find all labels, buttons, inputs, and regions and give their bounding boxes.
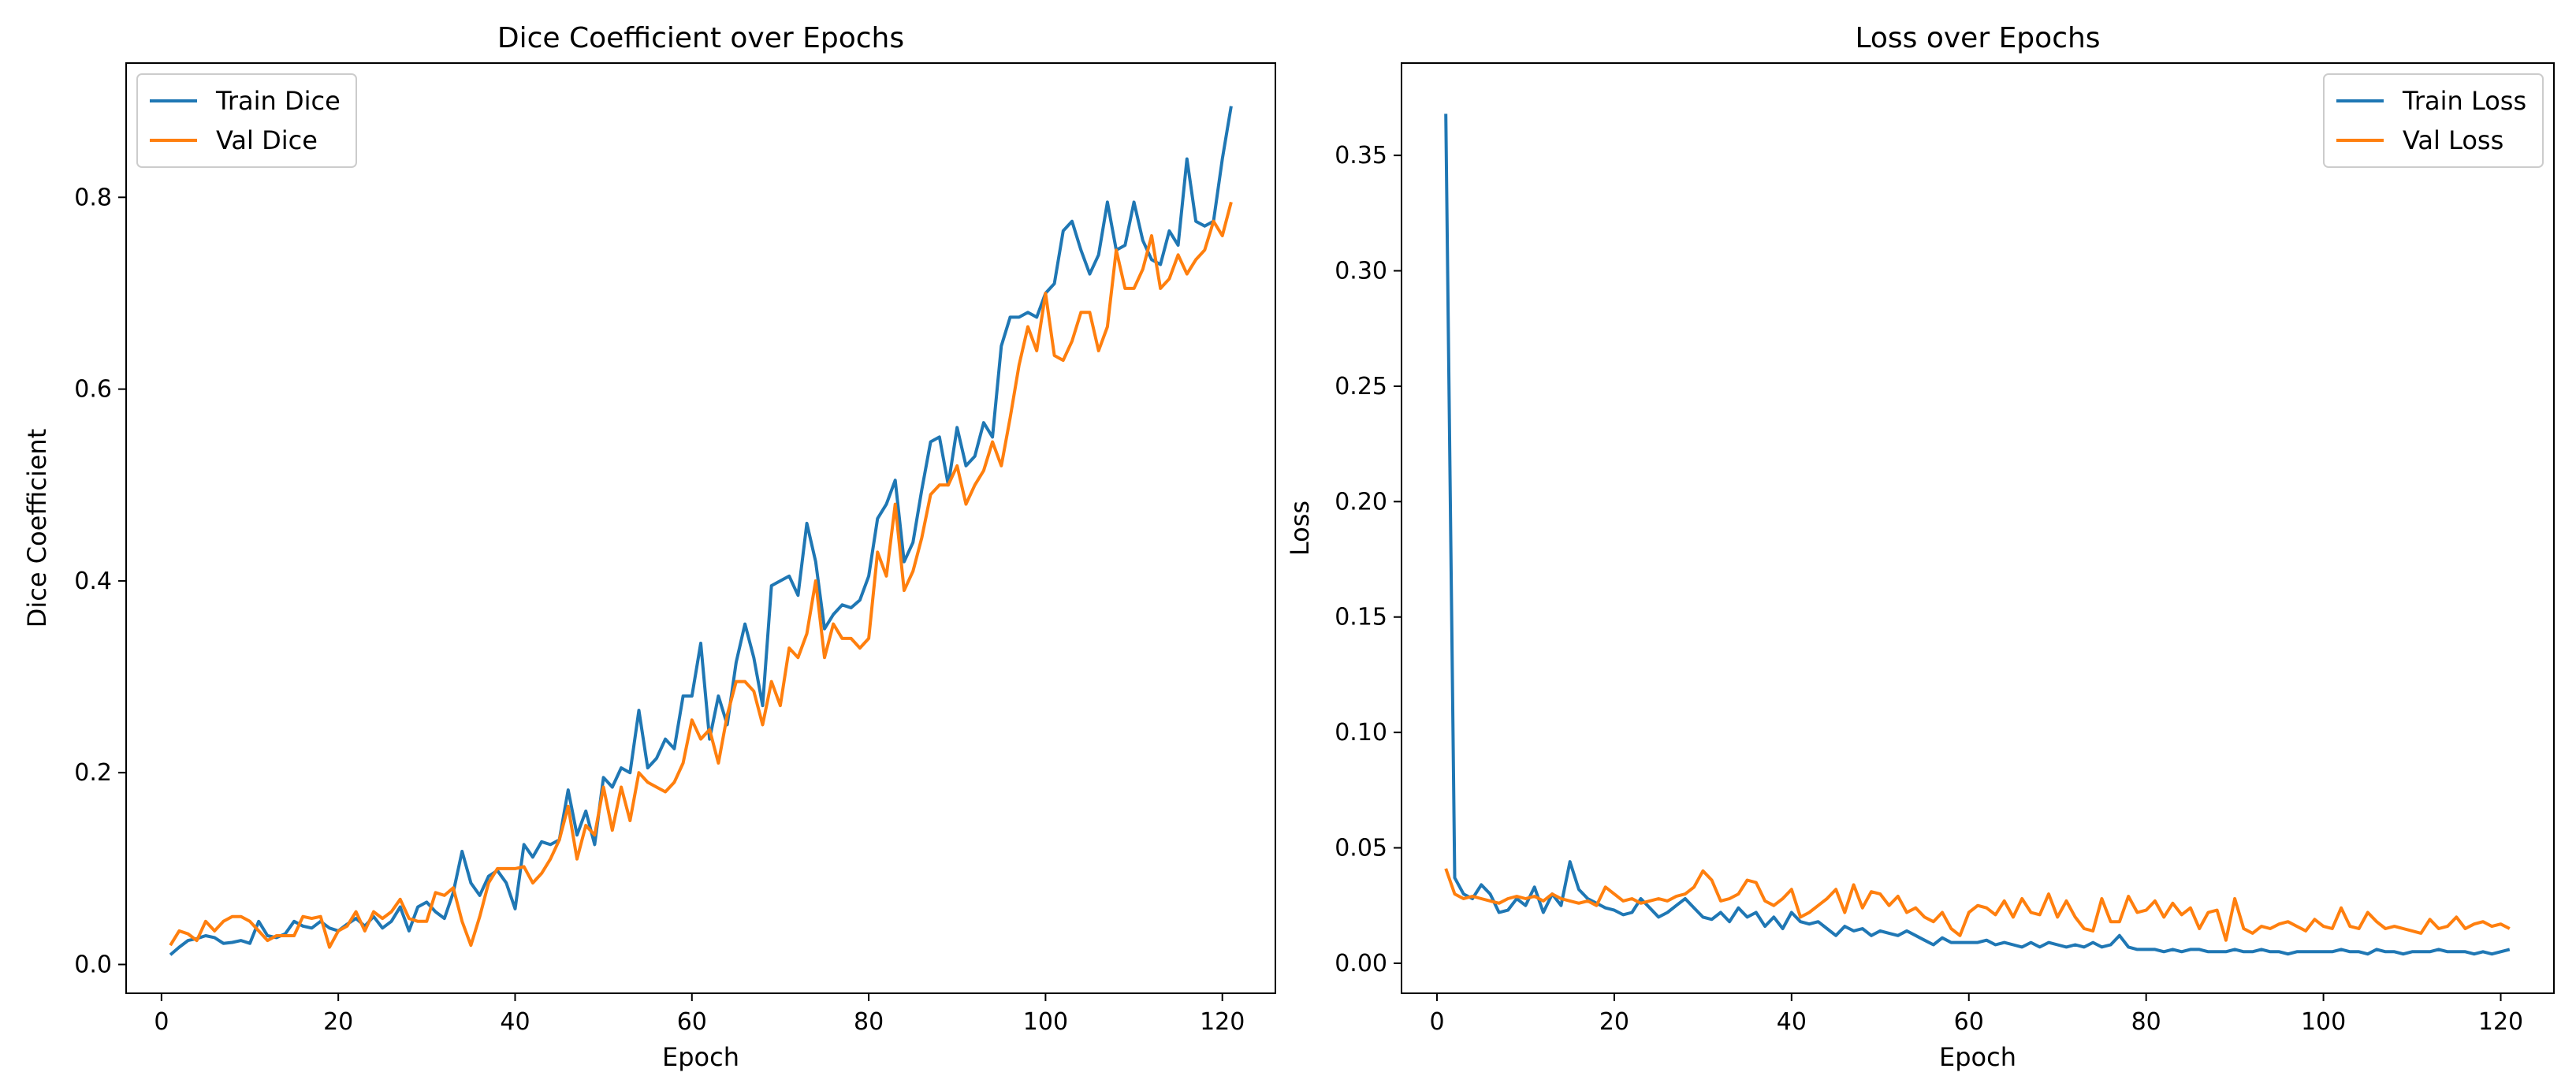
loss-chart-title: Loss over Epochs [1855, 22, 2100, 54]
loss-chart: Loss over Epochs 0 20 40 60 80 100 120 0.00 0.0… [1285, 22, 2555, 1072]
loss-x-tick-label: 40 [1777, 1008, 1807, 1036]
dice-x-tick-label: 0 [154, 1008, 169, 1036]
loss-y-tick-label: 0.10 [1335, 719, 1387, 747]
dice-x-tick-label: 20 [323, 1008, 353, 1036]
legend-label-train-dice: Train Dice [215, 86, 341, 116]
dice-legend: Train Dice Val Dice [136, 73, 357, 168]
loss-y-tick-label: 0.05 [1335, 835, 1387, 862]
loss-x-tick-label: 0 [1429, 1008, 1444, 1036]
loss-x-tick-label: 80 [2131, 1008, 2161, 1036]
dice-legend-box [136, 73, 357, 168]
dice-x-tick-label: 60 [677, 1008, 707, 1036]
dice-x-tick-label: 80 [854, 1008, 884, 1036]
series-line-val-loss [1444, 868, 2511, 942]
dice-y-tick-label: 0.4 [74, 568, 112, 595]
series-line-val-dice [169, 201, 1233, 949]
legend-label-train-loss: Train Loss [2402, 86, 2526, 116]
loss-legend: Train Loss Val Loss [2323, 73, 2544, 168]
dice-plot-frame [125, 62, 1276, 994]
dice-x-tick-label: 100 [1023, 1008, 1068, 1036]
loss-legend-box [2323, 73, 2544, 168]
series-line-train-loss [1444, 114, 2511, 956]
dice-y-tick-label: 0.6 [74, 376, 112, 404]
loss-x-tick-label: 20 [1599, 1008, 1629, 1036]
loss-y-tick-label: 0.30 [1335, 258, 1387, 285]
dice-x-tick-label: 120 [1200, 1008, 1245, 1036]
loss-y-tick-label: 0.20 [1335, 488, 1387, 516]
loss-x-tick-label: 120 [2478, 1008, 2523, 1036]
loss-x-tick-label: 100 [2301, 1008, 2346, 1036]
dice-y-tick-label: 0.8 [74, 184, 112, 211]
dice-chart-title: Dice Coefficient over Epochs [497, 22, 904, 54]
legend-label-val-loss: Val Loss [2403, 125, 2503, 155]
loss-plot-frame [1401, 62, 2555, 994]
dice-y-tick-label: 0.2 [74, 759, 112, 787]
loss-y-axis-label: Loss [1285, 501, 1315, 556]
loss-y-tick-label: 0.00 [1335, 950, 1387, 977]
loss-y-tick-label: 0.35 [1335, 142, 1387, 169]
loss-x-axis-label: Epoch [1939, 1042, 2016, 1072]
legend-label-val-dice: Val Dice [216, 125, 318, 155]
loss-y-tick-label: 0.15 [1335, 604, 1387, 631]
dice-x-tick-label: 40 [500, 1008, 530, 1036]
dice-x-axis-label: Epoch [662, 1042, 739, 1072]
series-line-train-dice [169, 106, 1233, 956]
loss-y-tick-label: 0.25 [1335, 373, 1387, 400]
dice-y-axis-label: Dice Coefficient [22, 429, 52, 628]
loss-x-tick-label: 60 [1954, 1008, 1984, 1036]
dice-y-tick-label: 0.0 [74, 951, 112, 979]
dice-chart: Dice Coefficient over Epochs 0 20 40 60 80 10… [22, 22, 1276, 1072]
